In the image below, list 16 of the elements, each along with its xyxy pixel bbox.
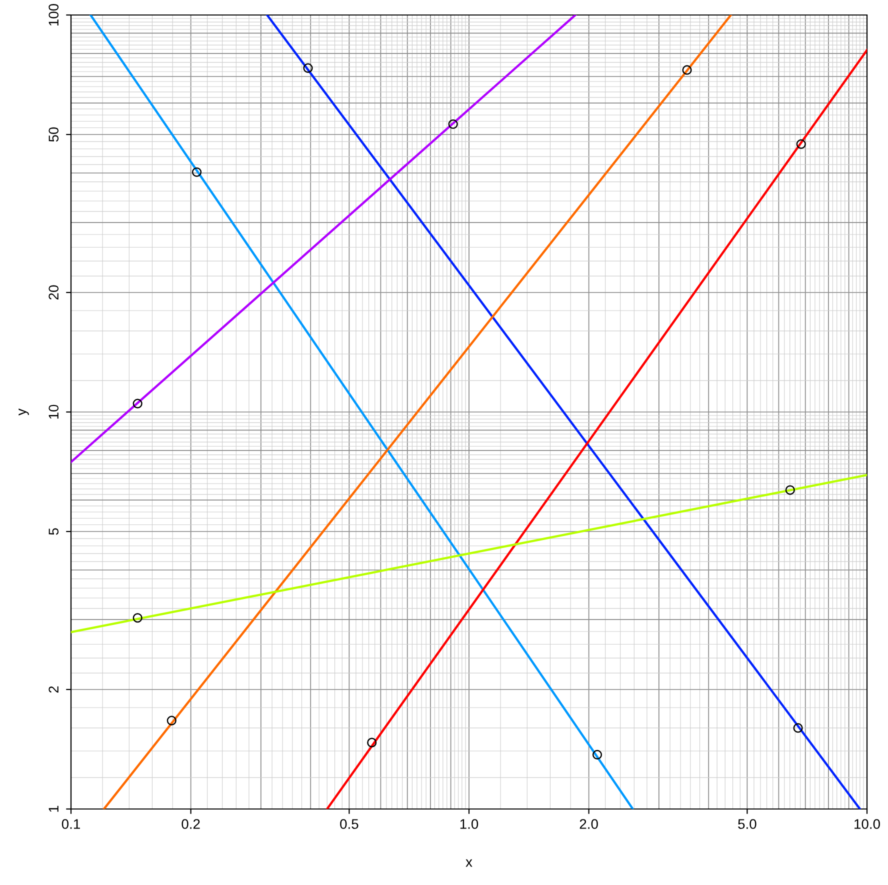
y-tick-label: 5: [48, 528, 59, 535]
y-tick-label: 10: [48, 404, 59, 419]
x-tick-label: 10.0: [854, 819, 880, 829]
x-tick-label: 5.0: [738, 819, 756, 829]
x-tick-label: 1.0: [460, 819, 478, 829]
y-axis-title: y: [18, 408, 29, 416]
y-tick-label: 2: [48, 686, 58, 693]
x-tick-label: 0.1: [62, 819, 80, 829]
y-tick-label: 100: [48, 4, 59, 26]
x-tick-label: 2.0: [580, 819, 598, 829]
y-tick-label: 20: [48, 285, 59, 300]
x-tick-label: 0.5: [340, 819, 358, 829]
y-tick-label: 50: [48, 127, 59, 142]
y-tick-label: 1: [48, 806, 58, 812]
x-axis-title: x: [466, 859, 472, 867]
x-tick-label: 0.2: [182, 819, 200, 829]
